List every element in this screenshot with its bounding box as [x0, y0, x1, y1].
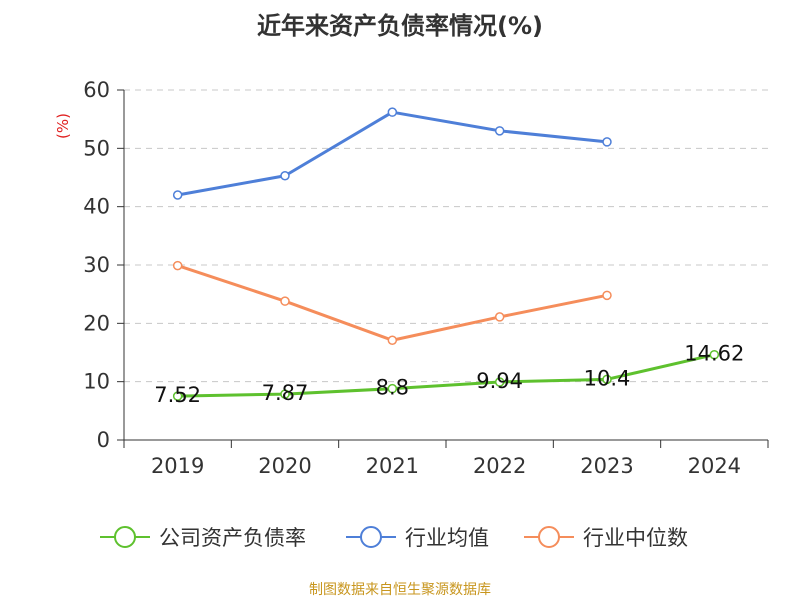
legend: 公司资产负债率 行业均值 行业中位数 [100, 526, 688, 550]
chart-title: 近年来资产负债率情况(%) [257, 12, 543, 40]
series-2 [172, 107, 612, 200]
data-point [602, 374, 612, 385]
y-tick-label: 10 [83, 370, 110, 394]
data-point [602, 137, 612, 147]
data-point [494, 377, 505, 387]
series-1: 7.52 7.87 8.8 9.94 10.4 14.62 [154, 342, 744, 407]
data-point [387, 107, 398, 117]
x-tick-label: 2021 [366, 454, 419, 478]
x-tick-label: 2024 [688, 454, 741, 478]
data-point [494, 126, 505, 136]
data-point [387, 335, 398, 345]
data-label: 8.8 [376, 376, 409, 400]
y-tick-label: 0 [97, 428, 110, 452]
x-tick-label: 2022 [473, 454, 526, 478]
legend-item: 行业中位数 [524, 526, 688, 550]
legend-label: 行业中位数 [583, 526, 688, 550]
legend-label: 公司资产负债率 [159, 526, 306, 550]
data-point [172, 190, 183, 200]
data-label: 14.62 [684, 342, 744, 366]
x-tick-label: 2019 [151, 454, 204, 478]
series-line [177, 264, 608, 342]
y-tick-label: 40 [83, 195, 110, 219]
data-point [494, 312, 505, 322]
y-tick-label: 20 [83, 311, 110, 335]
data-point [280, 296, 290, 306]
data-point [172, 391, 183, 401]
series-3 [172, 260, 612, 345]
grid-lines [124, 89, 768, 383]
legend-marker [114, 526, 136, 548]
footer-source: 制图数据来自恒生聚源数据库 [309, 582, 491, 598]
x-tick-labels: 2019 2020 2021 2022 2023 2024 [151, 454, 741, 478]
data-point [602, 290, 612, 301]
legend-item: 公司资产负债率 [100, 526, 306, 550]
data-point [280, 389, 290, 399]
data-label: 7.52 [154, 383, 201, 407]
data-point [387, 383, 398, 394]
y-tick-label: 60 [83, 78, 110, 102]
data-label: 7.87 [262, 381, 309, 405]
x-tick-label: 2023 [580, 454, 633, 478]
series-layer: 7.52 7.87 8.8 9.94 10.4 14.62 [154, 107, 744, 407]
data-label: 9.94 [476, 369, 523, 393]
legend-marker [538, 526, 560, 548]
data-point [709, 349, 720, 360]
series-line [177, 110, 608, 197]
legend-label: 行业均值 [405, 526, 489, 550]
y-axis-unit-label: (%) [54, 113, 72, 139]
series-line [177, 353, 715, 398]
legend-item: 行业均值 [346, 526, 489, 550]
y-tick-labels: 0 10 20 30 40 50 60 [83, 78, 110, 452]
legend-marker [360, 526, 382, 548]
axes [117, 89, 769, 448]
data-label: 10.4 [584, 366, 631, 390]
y-tick-label: 50 [83, 136, 110, 160]
data-point [172, 260, 183, 271]
data-point [280, 171, 290, 181]
x-tick-label: 2020 [258, 454, 311, 478]
y-tick-label: 30 [83, 253, 110, 277]
